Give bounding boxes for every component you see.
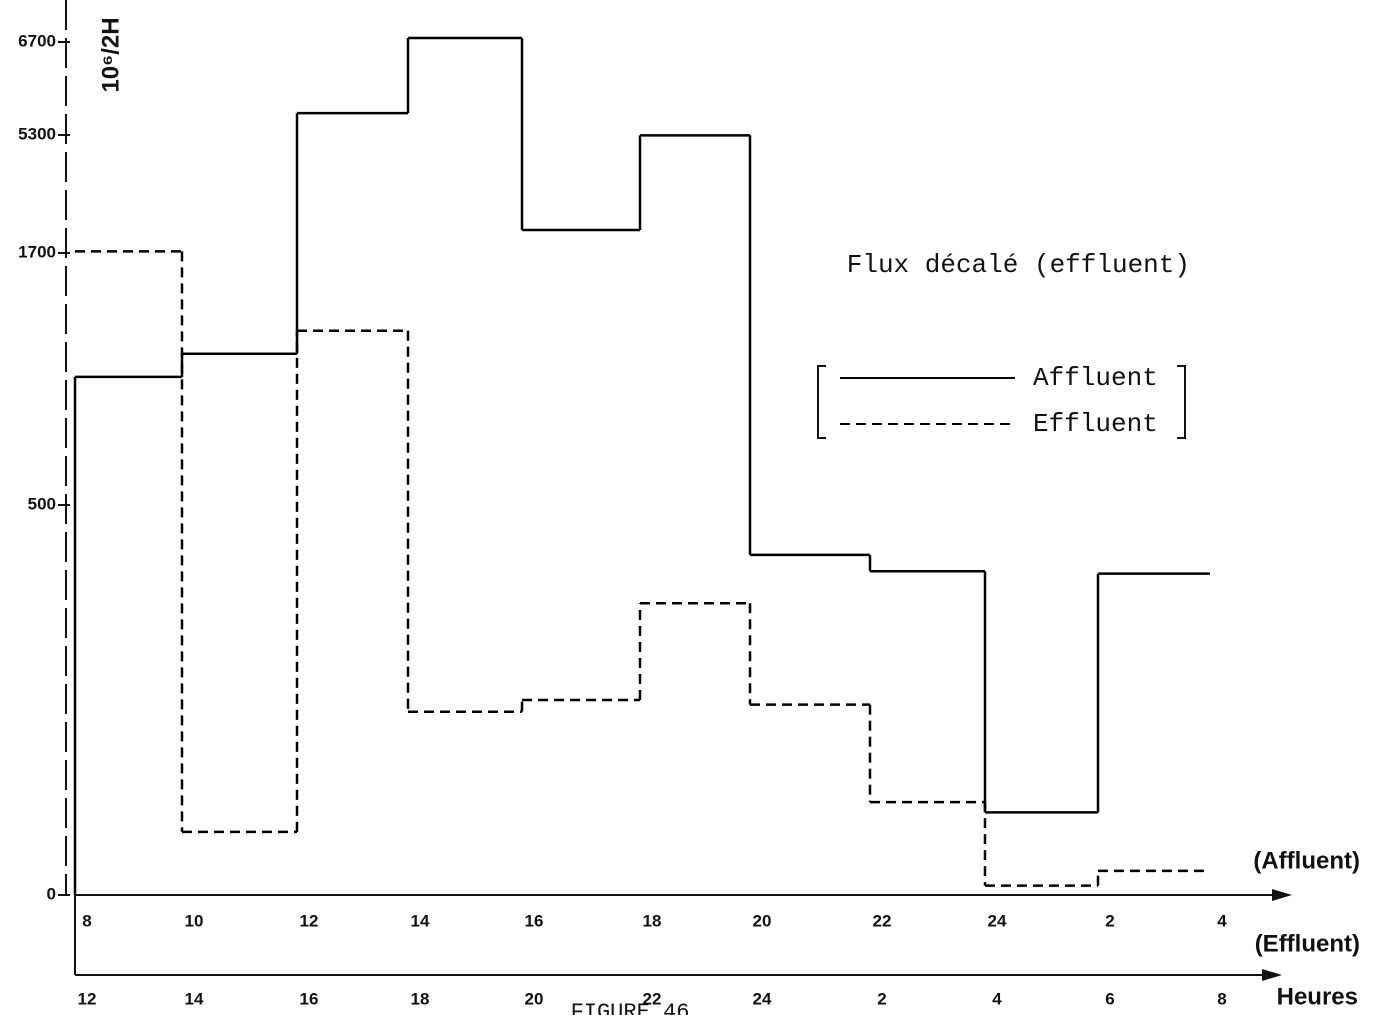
x-tick-label: 8 — [82, 911, 91, 930]
y-tick-label: 0 — [47, 884, 56, 903]
x-tick-label: 16 — [525, 911, 544, 930]
x-tick-label: 24 — [988, 911, 1007, 930]
legend-label: Affluent — [1033, 363, 1158, 393]
x-tick-label: 12 — [300, 911, 319, 930]
x-tick-label: 4 — [1217, 911, 1227, 930]
x2-tick-label: 2 — [877, 989, 886, 1008]
x-tick-label: 20 — [753, 911, 772, 930]
x-tick-label: 22 — [873, 911, 892, 930]
x2-tick-label: 16 — [300, 989, 319, 1008]
x-tick-label: 10 — [185, 911, 204, 930]
x-tick-label: 2 — [1105, 911, 1114, 930]
axis-arrow — [1272, 889, 1292, 901]
x2-tick-label: 6 — [1105, 989, 1114, 1008]
x2-tick-label: 20 — [525, 989, 544, 1008]
legend-bracket — [817, 365, 1186, 439]
x2-tick-label: 14 — [185, 989, 204, 1008]
x2-tick-label: 24 — [753, 989, 772, 1008]
x2-tick-label: 4 — [992, 989, 1002, 1008]
x-axis-label: (Affluent) — [1253, 847, 1360, 874]
y-tick-label: 500 — [28, 494, 56, 513]
legend-label: Effluent — [1033, 409, 1158, 439]
x2-axis-label: (Effluent) — [1255, 930, 1360, 957]
figure-label: FIGURE 46 — [571, 1000, 690, 1015]
x-tick-label: 18 — [643, 911, 662, 930]
y-axis-label: 10⁶/2H — [97, 17, 124, 92]
legend-title: Flux décalé (effluent) — [847, 250, 1190, 280]
x2-tick-label: 8 — [1217, 989, 1226, 1008]
x2-tick-label: 18 — [411, 989, 430, 1008]
x-unit: Heures — [1277, 983, 1358, 1010]
y-tick-label: 5300 — [18, 124, 56, 143]
y-tick-label: 6700 — [18, 31, 56, 50]
y-tick-label: 1700 — [18, 242, 56, 261]
x2-tick-label: 22 — [643, 989, 662, 1008]
x2-tick-label: 12 — [78, 989, 97, 1008]
x-tick-label: 14 — [411, 911, 430, 930]
axis-arrow — [1262, 969, 1282, 981]
